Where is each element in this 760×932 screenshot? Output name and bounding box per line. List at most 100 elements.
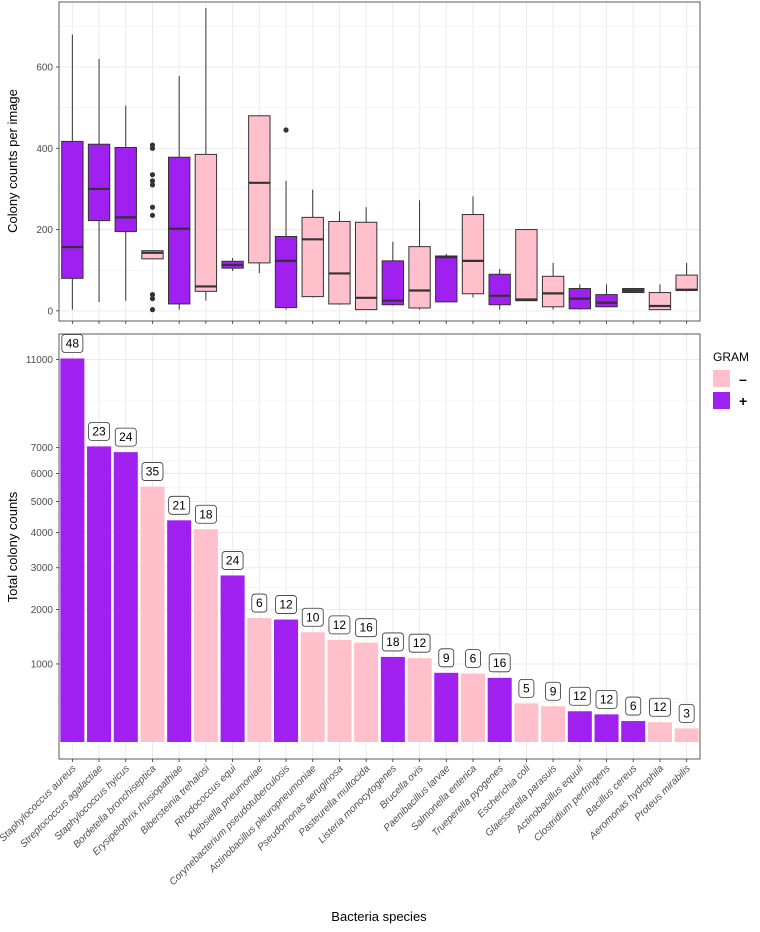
bar-bibersteinia-trehalosi [193,529,218,742]
barchart-y-tick-label: 3000 [31,563,54,574]
box-iqr [194,153,218,292]
bar-brucella-ovis [407,658,432,742]
box-iqr [354,221,378,311]
count-label: 12 [333,618,347,632]
box-outlier [283,127,289,133]
box-listeria-monocytogenes [381,241,405,306]
count-label-box [355,618,378,638]
boxplot-background [59,2,700,321]
count-label: 16 [359,621,373,635]
barchart-y-tick-label: 6000 [31,469,54,480]
count-label: 5 [523,681,530,695]
count-label: 23 [92,424,106,438]
count-label-box [625,696,642,716]
count-label-box [168,495,191,515]
box-iqr [435,255,458,303]
bar-glaesserella-parasuis [541,706,566,742]
box-escherichia-coli [515,229,538,302]
count-label-box [595,689,618,709]
box-trueperella-pyogenes [488,268,511,310]
barchart-border [58,333,701,760]
count-label: 24 [119,430,133,444]
legend: GRAM – + [713,350,749,409]
box-iqr [408,246,431,309]
count-label: 18 [199,507,213,521]
barchart-count-labels: 48 23 24 35 21 18 24 6 12 10 12 16 18 12 9 6 16 5 9 12 12 6 12… [61,334,695,723]
box-actinobacillus-pleuropneumoniae [301,189,324,298]
bar-bacillus-cereus [621,721,646,742]
barchart-y-tick-label: 5000 [31,497,54,508]
count-label-box [545,681,562,701]
boxplot-border [58,1,701,322]
count-label-box [328,615,351,635]
count-label: 12 [653,700,667,714]
count-label: 12 [413,636,427,650]
box-iqr [541,275,565,308]
box-iqr [328,220,351,305]
bar-paenibacillus-larvae [434,672,459,742]
box-outlier [149,212,156,218]
bar-salmonella-enterica [460,673,485,742]
boxplot-panel: 0 200 400 600 Colony counts per image [5,1,701,324]
box-clostridium-perfringens [595,284,618,308]
count-label-box [88,422,110,441]
count-label-box [488,653,511,673]
box-aeromonas-hydrophila [648,284,672,311]
count-label-box [649,697,671,717]
barchart-y-tick-label: 7000 [31,443,54,454]
count-label: 6 [630,699,637,713]
count-label-box [141,462,164,481]
box-bacillus-cereus [622,287,645,294]
box-pasteurella-multocida [354,207,378,311]
count-label-box [438,648,455,668]
barchart-background [59,334,700,759]
barchart-y-axis-label: Total colony counts [5,491,20,602]
count-label: 24 [226,553,240,567]
barchart-y-tick-label: 11000 [26,355,54,366]
box-iqr [114,146,137,233]
box-iqr [461,214,485,295]
box-brucella-ovis [408,200,431,310]
barchart-y-ticks: 1000 2000 3000 4000 5000 6000 7000 11000 [26,355,59,670]
box-iqr [87,143,111,222]
box-bibersteinia-trehalosi [194,8,218,301]
count-label: 3 [683,706,690,720]
box-iqr [274,235,298,309]
count-label-box [678,703,695,723]
bar-listeria-monocytogenes [380,656,405,742]
bar-staphylococcus-aureus [60,358,85,742]
boxplot-y-tick-label: 400 [36,144,53,155]
bar-actinobacillus-equuli [567,711,592,742]
barchart-y-tick-label: 4000 [31,528,54,539]
box-klebsiella-pneumoniae [248,114,271,274]
count-label: 12 [600,692,614,706]
count-label-box [275,595,297,614]
boxplot-y-tick-label: 600 [36,63,53,74]
box-outlier [149,142,156,148]
box-staphylococcus-hyicus [114,105,137,301]
box-iqr [488,273,511,306]
box-erysipelothrix-rhusiopathiae [168,75,191,310]
count-label-box [408,633,431,653]
count-label-box [251,593,268,613]
count-label: 6 [256,596,263,610]
count-label-box [301,607,324,627]
count-label: 10 [306,610,320,624]
count-label: 6 [470,652,477,666]
box-outlier [149,291,156,298]
count-label: 9 [550,684,557,698]
bar-klebsiella-pneumoniae [247,618,272,742]
box-outlier [149,296,156,302]
count-label: 12 [279,598,293,612]
bar-staphylococcus-hyicus [113,452,138,742]
bar-clostridium-perfringens [594,714,619,742]
bar-aeromonas-hydrophila [647,722,672,742]
count-label-box [194,504,217,524]
bar-corynebacterium-pseudotuberculosis [274,619,299,742]
x-axis-label: Bacteria species [331,909,427,924]
count-label-box [465,649,481,668]
legend-key-positive [713,392,730,409]
box-outlier [149,172,156,178]
box-iqr [248,115,271,264]
legend-title: GRAM [713,350,749,364]
